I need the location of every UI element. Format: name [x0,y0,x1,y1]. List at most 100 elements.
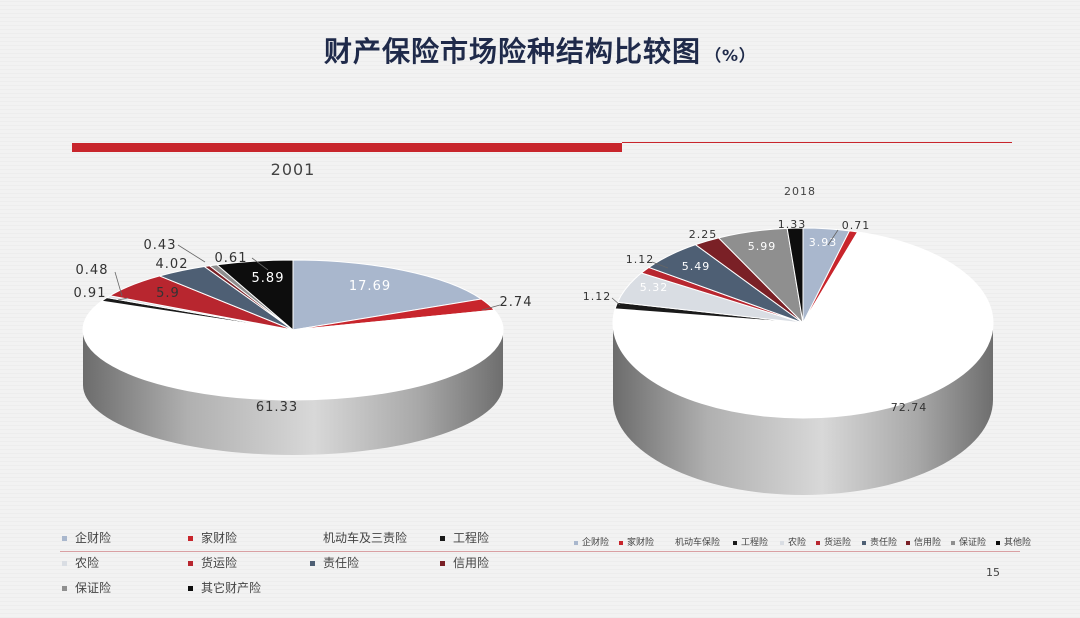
legend-swatch [816,540,820,545]
data-label-其它: 5.89 [252,271,285,286]
data-label-家财险: 0.71 [842,219,871,232]
data-label-信用险: 2.25 [689,228,718,241]
pie-slice-其它 [786,227,804,324]
page-title: 财产保险市场险种结构比较图 （%） [323,35,757,68]
data-label-货运险: 1.12 [626,253,655,266]
legend-label: 货运险 [824,538,852,548]
data-label-企财险: 3.93 [809,236,838,249]
pie-side-2001 [83,330,503,455]
legend-item-2018-6: 责任险 [862,535,897,548]
legend-item-2018-2: 机动车保险 [667,535,720,548]
legend-label: 保证险 [959,538,987,548]
chart-title-2001: 2001 [271,160,316,179]
data-label-企财险: 17.69 [349,279,391,294]
legend-label: 企财险 [582,538,610,548]
leader-line [177,244,206,263]
legend-swatch [780,540,784,545]
legend-item-2001-2: 机动车及三责险 [310,529,407,546]
pie-side-band [613,323,993,495]
legend-label: 信用险 [453,556,490,570]
page-number: 15 [986,566,1000,579]
footer-line [60,551,1020,552]
chart-title-2018: 2018 [784,185,816,198]
data-label-农险: 0.48 [76,263,109,278]
data-label-机动车: 61.33 [256,400,298,415]
legend-item-2018-7: 信用险 [906,535,941,548]
legend-item-2001-3: 工程险 [440,529,489,546]
legend-swatch [188,561,193,566]
pie-slice-企财险 [292,259,483,331]
leader-line [827,229,839,246]
legend-item-2018-8: 保证险 [951,535,986,548]
legend-swatch [906,540,910,545]
data-label-农险: 5.32 [640,281,669,294]
legend-label: 机动车保险 [675,538,721,548]
pie-slice-机动车 [82,300,504,401]
legend-label: 其它财产险 [201,581,262,595]
data-label-其它: 1.33 [778,218,807,231]
leader-line [651,261,669,269]
legend-label: 工程险 [453,531,490,545]
legend-swatch [574,540,578,545]
legend-item-2001-9: 其它财产险 [188,579,261,596]
data-label-信用险: 0.43 [144,238,177,253]
leader-line [611,297,621,306]
data-label-货运险: 5.9 [156,286,180,301]
legend-swatch [62,536,67,541]
data-label-工程险: 1.12 [583,290,612,303]
legend-label: 工程险 [741,538,769,548]
legend-label: 责任险 [323,556,360,570]
legend-item-2001-6: 责任险 [310,554,359,571]
legend-item-2018-0: 企财险 [574,535,609,548]
legend-item-2018-4: 农险 [780,535,806,548]
legend-swatch [951,540,955,545]
title-underline-line [622,142,1012,143]
leader-line [481,304,501,311]
legend-swatch [862,540,866,545]
legend-item-2001-1: 家财险 [188,529,237,546]
legend-label: 保证险 [75,581,112,595]
legend-swatch [188,536,193,541]
legend-item-2018-5: 货运险 [816,535,851,548]
legend-swatch [619,540,623,545]
pie-chart-2001: 2001 17.69 2.74 61.33 0.91 0.48 5.9 4.02 0.43 0.6… [74,160,533,455]
legend-item-2018-9: 其他险 [996,535,1031,548]
legend-item-2018-1: 家财险 [619,535,654,548]
legend-swatch [440,561,445,566]
legend-swatch [440,536,445,541]
data-label-保证险: 5.99 [748,240,777,253]
pie-slice-其它 [215,259,294,332]
legend-label: 农险 [788,538,807,548]
data-label-机动车: 72.74 [891,401,928,414]
legend-swatch [996,540,1000,545]
data-label-家财险: 2.74 [500,295,533,310]
pie-chart-2018: 2018 3.93 0.71 72.74 1.12 5.32 1.12 5.49 2.25 5.9… [583,185,994,495]
legend-swatch [188,586,193,591]
pie-side-2018 [613,323,993,495]
legend-label: 企财险 [75,531,112,545]
legend-swatch [733,540,737,545]
legend-item-2018-3: 工程险 [733,535,768,548]
legend-label: 农险 [75,556,100,570]
legend-label: 机动车及三责险 [323,531,408,545]
legend-item-2001-0: 企财险 [62,529,111,546]
legend-item-2001-7: 信用险 [440,554,489,571]
title-unit: （%） [704,46,757,65]
leader-line [117,297,129,301]
leader-line [114,271,123,297]
legend-label: 信用险 [914,538,942,548]
legend-swatch [310,536,315,541]
legend-label: 家财险 [201,531,238,545]
leader-line [251,257,269,271]
data-label-工程险: 0.91 [74,286,107,301]
legend-label: 家财险 [627,538,655,548]
pie-slice-机动车 [612,231,994,419]
legend-swatch [62,561,67,566]
data-label-保证险: 0.61 [215,251,248,266]
legend-label: 责任险 [870,538,898,548]
legend-swatch [310,561,315,566]
legend-item-2001-4: 农险 [62,554,99,571]
legend-swatch [62,586,67,591]
data-label-责任险: 4.02 [156,257,189,272]
